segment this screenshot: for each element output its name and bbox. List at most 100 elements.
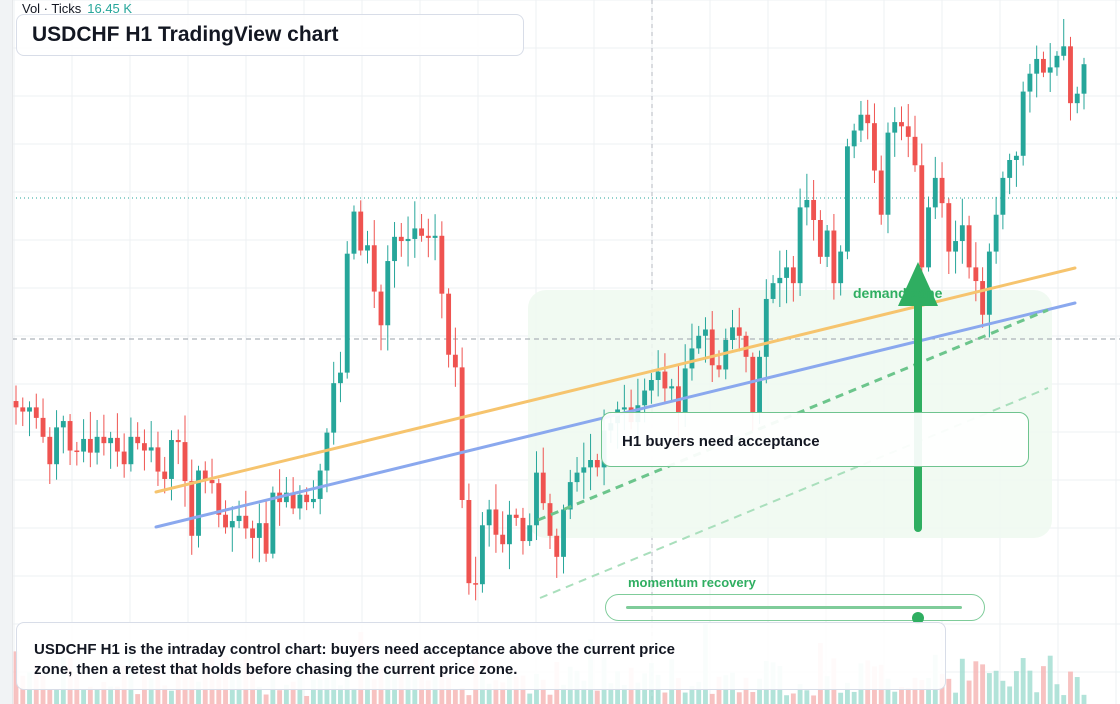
green-trendline-lower xyxy=(539,387,1049,599)
volume-bar xyxy=(162,685,168,704)
candle-body xyxy=(662,371,668,389)
candles xyxy=(13,18,1087,601)
candle-body xyxy=(263,523,269,554)
candle-body xyxy=(20,407,26,412)
volume-bar xyxy=(804,690,810,704)
candle-body xyxy=(223,514,228,528)
volume-bar xyxy=(953,692,959,704)
candle-body xyxy=(567,482,573,510)
candle-body xyxy=(574,472,580,483)
candle-body xyxy=(236,515,242,522)
title-panel: USDCHF H1 TradingView chart xyxy=(16,14,524,56)
candle-body xyxy=(486,509,492,526)
volume-bar xyxy=(493,680,499,704)
candle-body xyxy=(500,534,506,545)
candle-body xyxy=(473,583,479,585)
candle-body xyxy=(419,228,425,236)
candle-body xyxy=(141,443,147,451)
candle-body xyxy=(777,277,783,284)
candle-body xyxy=(331,383,337,433)
volume-bar xyxy=(912,677,918,704)
volume-bar xyxy=(980,664,986,704)
candle-body xyxy=(831,230,837,284)
candle-body xyxy=(121,451,127,465)
volume-legend[interactable]: Vol · Ticks 16.45 K xyxy=(22,1,132,16)
volume-bar xyxy=(635,682,641,704)
candle-body xyxy=(534,472,539,526)
volume-bar xyxy=(108,686,114,704)
volume-bar xyxy=(811,695,817,704)
candle-body xyxy=(202,470,208,480)
volume-bar xyxy=(1054,684,1060,704)
candle-body xyxy=(905,126,911,137)
volume-bar xyxy=(527,693,533,704)
candle-body xyxy=(182,442,188,482)
candle-body xyxy=(229,521,235,528)
candle-body xyxy=(1054,55,1060,68)
price-scale-strip xyxy=(0,0,13,704)
candle-body xyxy=(148,447,154,451)
volume-bar xyxy=(919,680,925,704)
volume-bar xyxy=(608,683,614,704)
volume-bar xyxy=(1007,686,1013,704)
candle-body xyxy=(723,340,729,370)
candle-body xyxy=(479,525,485,585)
green-trendline-upper xyxy=(537,308,1049,522)
candle-body xyxy=(919,165,925,268)
candle-body xyxy=(696,335,702,349)
candle-body xyxy=(621,407,627,410)
candle-body xyxy=(953,241,959,252)
candle-body xyxy=(899,122,904,127)
candle-body xyxy=(392,236,397,262)
candle-body xyxy=(1007,160,1013,178)
candle-body xyxy=(547,503,553,536)
candle-body xyxy=(561,509,566,557)
volume-bar xyxy=(256,686,262,704)
volume-bar xyxy=(290,681,296,704)
candle-body xyxy=(155,447,161,472)
candle-body xyxy=(317,470,323,499)
candle-body xyxy=(527,525,533,542)
candle-body xyxy=(743,335,749,357)
volume-bar xyxy=(283,684,289,704)
candle-body xyxy=(378,291,384,326)
volume-bar xyxy=(797,684,803,704)
volume-bar xyxy=(310,679,316,704)
volume-bar xyxy=(784,695,790,704)
candle-body xyxy=(459,367,465,500)
candle-body xyxy=(946,203,952,252)
volume-bar xyxy=(959,658,965,704)
volume-bar xyxy=(446,677,452,704)
volume-bar xyxy=(736,692,742,704)
candle-body xyxy=(932,177,938,208)
candle-body xyxy=(466,500,472,584)
candle-body xyxy=(283,492,289,503)
page-title: USDCHF H1 TradingView chart xyxy=(32,23,339,46)
candle-body xyxy=(439,235,445,294)
candle-body xyxy=(817,220,823,257)
candle-body xyxy=(54,427,59,465)
candle-body xyxy=(493,509,499,535)
candle-body xyxy=(655,371,661,380)
candle-body xyxy=(74,450,80,453)
volume-bar xyxy=(324,677,330,704)
candle-body xyxy=(790,267,796,284)
volume-bar xyxy=(371,679,377,704)
candle-body xyxy=(1041,58,1046,73)
candle-body xyxy=(446,293,452,355)
candle-body xyxy=(784,267,790,278)
candle-body xyxy=(986,251,992,315)
demand-zone-label: demand zone xyxy=(853,285,943,301)
candle-body xyxy=(209,480,215,484)
volume-label: Vol · Ticks xyxy=(22,1,82,16)
volume-bar xyxy=(277,690,283,704)
volume-bar xyxy=(459,687,465,704)
volume-bar xyxy=(993,670,999,704)
candle-body xyxy=(770,283,776,299)
candle-body xyxy=(594,460,600,468)
volume-bar xyxy=(1020,658,1026,704)
volume-bar xyxy=(743,677,749,704)
volume-bar xyxy=(540,679,546,704)
candle-body xyxy=(135,436,141,444)
momentum-knob xyxy=(912,612,925,624)
